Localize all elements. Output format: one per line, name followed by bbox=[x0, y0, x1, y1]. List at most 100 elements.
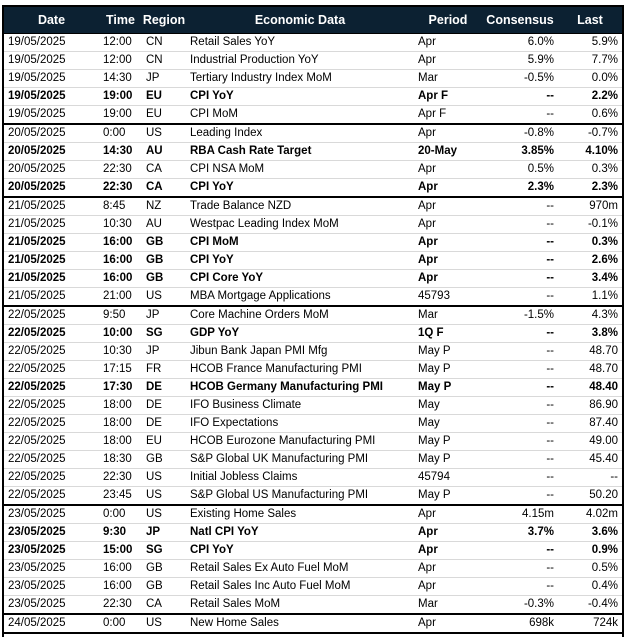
cell-time: 10:00 bbox=[99, 324, 142, 343]
cell-last: -0.7% bbox=[558, 124, 622, 143]
cell-consensus: 5.9% bbox=[482, 51, 558, 70]
cell-time: 14:30 bbox=[99, 142, 142, 161]
cell-region: JP bbox=[142, 69, 186, 88]
cell-period: May P bbox=[414, 342, 482, 361]
table-row: 19/05/2025 14:30 JP Tertiary Industry Index… bbox=[4, 69, 622, 88]
cell-last: -- bbox=[558, 468, 622, 487]
cell-period: Apr bbox=[414, 197, 482, 216]
cell-period: Apr bbox=[414, 51, 482, 70]
cell-region: EU bbox=[142, 105, 186, 125]
cell-date: 22/05/2025 bbox=[4, 432, 99, 451]
cell-date: 19/05/2025 bbox=[4, 33, 99, 52]
cell-last: 4.3% bbox=[558, 306, 622, 325]
cell-time: 14:30 bbox=[99, 69, 142, 88]
cell-region: DE bbox=[142, 378, 186, 397]
cell-consensus: 3.7% bbox=[482, 523, 558, 542]
cell-consensus: -- bbox=[482, 450, 558, 469]
table-row: 21/05/2025 10:30 AU Westpac Leading Index M… bbox=[4, 215, 622, 234]
cell-period: May P bbox=[414, 486, 482, 506]
cell-name: CPI MoM bbox=[186, 105, 414, 125]
cell-period: 1Q F bbox=[414, 324, 482, 343]
cell-region: GB bbox=[142, 269, 186, 288]
cell-region: GB bbox=[142, 450, 186, 469]
cell-last: 5.9% bbox=[558, 33, 622, 52]
cell-time: 16:00 bbox=[99, 577, 142, 596]
cell-time: 15:00 bbox=[99, 541, 142, 560]
cell-last: -0.4% bbox=[558, 595, 622, 615]
cell-region: US bbox=[142, 505, 186, 524]
cell-name: Natl CPI YoY bbox=[186, 523, 414, 542]
cell-consensus: -- bbox=[482, 432, 558, 451]
cell-time: 16:00 bbox=[99, 559, 142, 578]
cell-consensus: -- bbox=[482, 414, 558, 433]
cell-time: 18:30 bbox=[99, 450, 142, 469]
cell-date: 20/05/2025 bbox=[4, 178, 99, 198]
cell-consensus: -- bbox=[482, 541, 558, 560]
cell-name: CPI YoY bbox=[186, 251, 414, 270]
cell-last: 0.6% bbox=[558, 105, 622, 125]
cell-date: 19/05/2025 bbox=[4, 69, 99, 88]
cell-period: Apr bbox=[414, 523, 482, 542]
cell-last: 0.5% bbox=[558, 559, 622, 578]
table-row: 20/05/2025 22:30 CA CPI YoY Apr 2.3% 2.3% bbox=[4, 178, 622, 198]
cell-last: 49.00 bbox=[558, 432, 622, 451]
cell-region: DE bbox=[142, 414, 186, 433]
cell-consensus: -- bbox=[482, 342, 558, 361]
column-header-time: Time bbox=[99, 7, 142, 34]
cell-time: 12:00 bbox=[99, 33, 142, 52]
column-header-region: Region bbox=[142, 7, 186, 34]
cell-consensus: -0.8% bbox=[482, 124, 558, 143]
cell-region: AU bbox=[142, 142, 186, 161]
cell-date: 22/05/2025 bbox=[4, 450, 99, 469]
cell-period: May P bbox=[414, 378, 482, 397]
table-row: 22/05/2025 10:30 JP Jibun Bank Japan PMI Mf… bbox=[4, 342, 622, 361]
cell-last: 3.4% bbox=[558, 269, 622, 288]
cell-name: Trade Balance NZD bbox=[186, 197, 414, 216]
cell-date: 21/05/2025 bbox=[4, 251, 99, 270]
cell-region: CN bbox=[142, 33, 186, 52]
cell-period: Apr bbox=[414, 541, 482, 560]
cell-time: 0:00 bbox=[99, 505, 142, 524]
cell-date: 22/05/2025 bbox=[4, 468, 99, 487]
cell-consensus: -- bbox=[482, 468, 558, 487]
cell-time: 22:30 bbox=[99, 160, 142, 179]
cell-consensus: -- bbox=[482, 324, 558, 343]
cell-period: Apr bbox=[414, 124, 482, 143]
cell-period: Apr bbox=[414, 614, 482, 634]
table-row: 19/05/2025 12:00 CN Industrial Production Y… bbox=[4, 51, 622, 70]
cell-time: 22:30 bbox=[99, 468, 142, 487]
cell-consensus: -- bbox=[482, 287, 558, 307]
cell-name: GDP YoY bbox=[186, 324, 414, 343]
cell-date: 19/05/2025 bbox=[4, 87, 99, 106]
table-row: 22/05/2025 18:00 DE IFO Expectations May -- 87… bbox=[4, 414, 622, 433]
cell-last: 4.10% bbox=[558, 142, 622, 161]
cell-name: Industrial Production YoY bbox=[186, 51, 414, 70]
cell-name: MBA Mortgage Applications bbox=[186, 287, 414, 307]
cell-last: 48.40 bbox=[558, 378, 622, 397]
table-row: 24/05/2025 0:00 US New Home Sales Apr 698k 724… bbox=[4, 614, 622, 634]
column-header-last: Last bbox=[558, 7, 622, 34]
cell-region: CN bbox=[142, 51, 186, 70]
table-row: 23/05/2025 15:00 SG CPI YoY Apr -- 0.9% bbox=[4, 541, 622, 560]
cell-period: Apr bbox=[414, 215, 482, 234]
cell-region: US bbox=[142, 287, 186, 307]
header-row: Date Time Region Economic Data Period Co… bbox=[4, 7, 622, 34]
cell-name: CPI YoY bbox=[186, 87, 414, 106]
cell-name: Jibun Bank Japan PMI Mfg bbox=[186, 342, 414, 361]
table-row: 22/05/2025 18:00 EU HCOB Eurozone Manufactu… bbox=[4, 432, 622, 451]
cell-last: 2.6% bbox=[558, 251, 622, 270]
table-row: 20/05/2025 22:30 CA CPI NSA MoM Apr 0.5% 0.3% bbox=[4, 160, 622, 179]
cell-last: 3.6% bbox=[558, 523, 622, 542]
cell-name: CPI YoY bbox=[186, 178, 414, 198]
cell-name: HCOB Eurozone Manufacturing PMI bbox=[186, 432, 414, 451]
cell-consensus: -- bbox=[482, 559, 558, 578]
cell-region: CA bbox=[142, 160, 186, 179]
cell-last: 2.2% bbox=[558, 87, 622, 106]
cell-name: IFO Business Climate bbox=[186, 396, 414, 415]
cell-period: Apr bbox=[414, 233, 482, 252]
cell-period: Apr bbox=[414, 505, 482, 524]
table-row: 22/05/2025 17:15 FR HCOB France Manufacturi… bbox=[4, 360, 622, 379]
cell-consensus: -- bbox=[482, 378, 558, 397]
cell-region: EU bbox=[142, 87, 186, 106]
cell-period: Apr bbox=[414, 160, 482, 179]
